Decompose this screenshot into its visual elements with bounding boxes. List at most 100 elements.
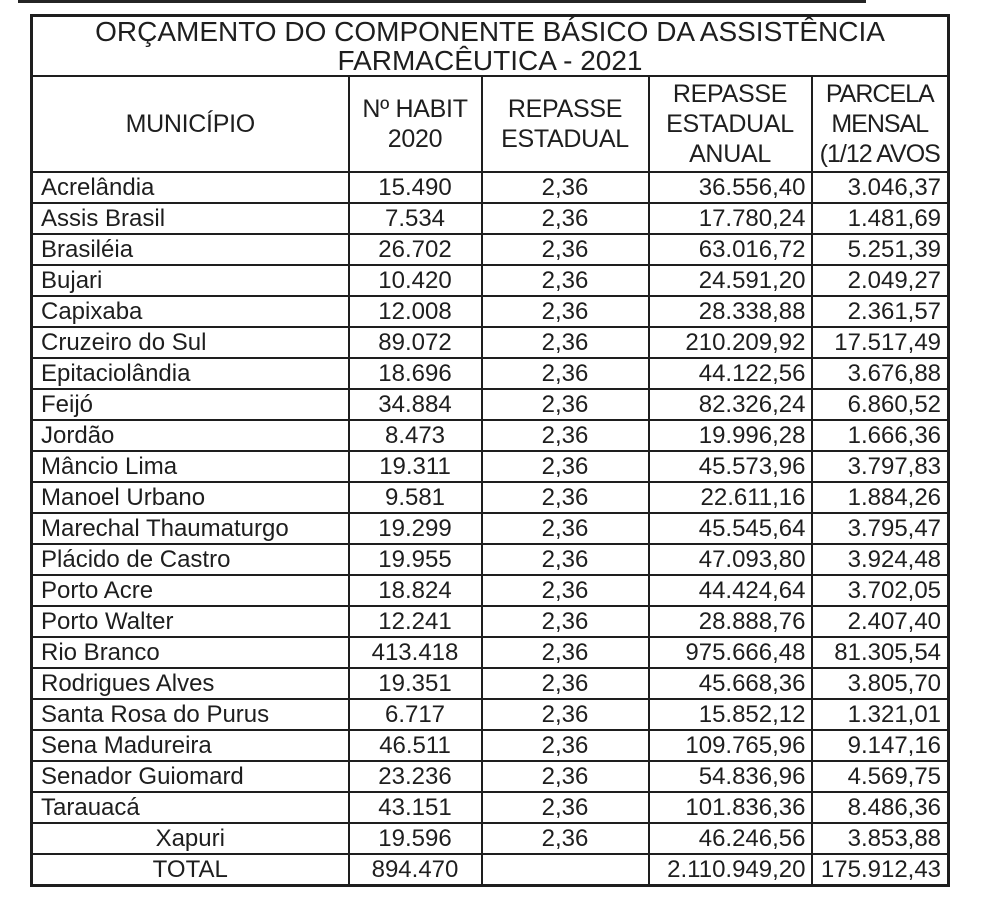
cell-municipio: Epitaciolândia bbox=[30, 357, 350, 390]
cell-parcela-mensal: 3.853,88 bbox=[810, 822, 950, 855]
cell-repasse-estadual: 2,36 bbox=[480, 791, 650, 824]
column-header-label: ANUAL bbox=[689, 140, 771, 168]
cell-municipio: Cruzeiro do Sul bbox=[30, 326, 350, 359]
table-row: Cruzeiro do Sul 89.072 2,36 210.209,92 1… bbox=[30, 326, 950, 359]
cell-municipio: Sena Madureira bbox=[30, 729, 350, 762]
cell-repasse-anual: 2.110.949,20 bbox=[647, 853, 813, 886]
cell-repasse-anual: 45.668,36 bbox=[647, 667, 813, 700]
cell-parcela-mensal: 2.361,57 bbox=[810, 295, 950, 328]
cell-repasse-anual: 24.591,20 bbox=[647, 264, 813, 297]
cell-parcela-mensal: 3.676,88 bbox=[810, 357, 950, 390]
table-row: Marechal Thaumaturgo 19.299 2,36 45.545,… bbox=[30, 512, 950, 545]
cell-repasse-estadual: 2,36 bbox=[480, 202, 650, 235]
cell-repasse-anual: 45.545,64 bbox=[647, 512, 813, 545]
cell-habitantes: 23.236 bbox=[347, 760, 483, 793]
cell-municipio: Acrelândia bbox=[30, 171, 350, 204]
column-header-label: REPASSE bbox=[672, 80, 788, 108]
cell-repasse-estadual: 2,36 bbox=[480, 729, 650, 762]
cell-municipio: Tarauacá bbox=[30, 791, 350, 824]
cell-repasse-anual: 45.573,96 bbox=[647, 450, 813, 483]
cell-parcela-mensal: 3.046,37 bbox=[810, 171, 950, 204]
table-row: Assis Brasil 7.534 2,36 17.780,24 1.481,… bbox=[30, 202, 950, 235]
table-row: Manoel Urbano 9.581 2,36 22.611,16 1.884… bbox=[30, 481, 950, 514]
cell-repasse-estadual: 2,36 bbox=[480, 450, 650, 483]
cell-parcela-mensal: 3.702,05 bbox=[810, 574, 950, 607]
cell-repasse-estadual: 2,36 bbox=[480, 481, 650, 514]
cell-habitantes: 9.581 bbox=[347, 481, 483, 514]
cell-repasse-estadual: 2,36 bbox=[480, 233, 650, 266]
cell-municipio: Porto Walter bbox=[30, 605, 350, 638]
cell-repasse-estadual: 2,36 bbox=[480, 419, 650, 452]
cell-repasse-anual: 44.122,56 bbox=[647, 357, 813, 390]
cell-repasse-anual: 17.780,24 bbox=[647, 202, 813, 235]
cell-repasse-anual: 54.836,96 bbox=[647, 760, 813, 793]
cell-municipio: Rodrigues Alves bbox=[30, 667, 350, 700]
cell-habitantes: 19.311 bbox=[347, 450, 483, 483]
column-header-municipio: MUNICÍPIO bbox=[30, 75, 350, 173]
cell-repasse-anual: 36.556,40 bbox=[647, 171, 813, 204]
cell-repasse-anual: 101.836,36 bbox=[647, 791, 813, 824]
table-row: Porto Acre 18.824 2,36 44.424,64 3.702,0… bbox=[30, 574, 950, 607]
cell-parcela-mensal: 81.305,54 bbox=[810, 636, 950, 669]
cell-parcela-mensal: 175.912,43 bbox=[810, 853, 950, 886]
cell-repasse-anual: 44.424,64 bbox=[647, 574, 813, 607]
cell-habitantes: 18.824 bbox=[347, 574, 483, 607]
cell-habitantes: 413.418 bbox=[347, 636, 483, 669]
cell-parcela-mensal: 1.884,26 bbox=[810, 481, 950, 514]
cell-municipio: Santa Rosa do Purus bbox=[30, 698, 350, 731]
cell-parcela-mensal: 5.251,39 bbox=[810, 233, 950, 266]
column-header-label: MUNICÍPIO bbox=[125, 110, 256, 138]
cell-municipio: Jordão bbox=[30, 419, 350, 452]
cell-habitantes: 894.470 bbox=[347, 853, 483, 886]
table-row: Rio Branco 413.418 2,36 975.666,48 81.30… bbox=[30, 636, 950, 669]
cell-repasse-anual: 28.888,76 bbox=[647, 605, 813, 638]
column-header-label: Nº HABIT bbox=[362, 95, 468, 123]
cell-habitantes: 19.955 bbox=[347, 543, 483, 576]
cell-repasse-estadual: 2,36 bbox=[480, 543, 650, 576]
cell-repasse-anual: 47.093,80 bbox=[647, 543, 813, 576]
table-row: Tarauacá 43.151 2,36 101.836,36 8.486,36 bbox=[30, 791, 950, 824]
cell-repasse-estadual: 2,36 bbox=[480, 698, 650, 731]
cell-repasse-anual: 19.996,28 bbox=[647, 419, 813, 452]
cell-habitantes: 46.511 bbox=[347, 729, 483, 762]
cell-repasse-anual: 975.666,48 bbox=[647, 636, 813, 669]
cell-repasse-anual: 210.209,92 bbox=[647, 326, 813, 359]
table-row: Porto Walter 12.241 2,36 28.888,76 2.407… bbox=[30, 605, 950, 638]
cell-habitantes: 10.420 bbox=[347, 264, 483, 297]
cell-habitantes: 19.351 bbox=[347, 667, 483, 700]
cell-municipio: Capixaba bbox=[30, 295, 350, 328]
cell-municipio: Rio Branco bbox=[30, 636, 350, 669]
cell-habitantes: 7.534 bbox=[347, 202, 483, 235]
budget-table: ORÇAMENTO DO COMPONENTE BÁSICO DA ASSIST… bbox=[30, 14, 951, 887]
table-row: Santa Rosa do Purus 6.717 2,36 15.852,12… bbox=[30, 698, 950, 731]
cell-parcela-mensal: 2.407,40 bbox=[810, 605, 950, 638]
cell-habitantes: 89.072 bbox=[347, 326, 483, 359]
cell-parcela-mensal: 9.147,16 bbox=[810, 729, 950, 762]
cell-parcela-mensal: 3.924,48 bbox=[810, 543, 950, 576]
cell-repasse-estadual: 2,36 bbox=[480, 822, 650, 855]
column-header-label: ESTADUAL bbox=[666, 110, 794, 138]
cell-municipio: Xapuri bbox=[30, 822, 350, 855]
cell-repasse-anual: 28.338,88 bbox=[647, 295, 813, 328]
column-header-repasse-anual: REPASSE ESTADUAL ANUAL bbox=[647, 75, 813, 173]
column-header-label: (1/12 AVOS bbox=[819, 140, 941, 168]
cell-habitantes: 12.008 bbox=[347, 295, 483, 328]
cell-repasse-estadual: 2,36 bbox=[480, 512, 650, 545]
cell-municipio: Assis Brasil bbox=[30, 202, 350, 235]
cell-municipio: Brasiléia bbox=[30, 233, 350, 266]
column-header-parcela-mensal: PARCELA MENSAL (1/12 AVOS bbox=[810, 75, 950, 173]
table-row: Acrelândia 15.490 2,36 36.556,40 3.046,3… bbox=[30, 171, 950, 204]
cell-repasse-estadual: 2,36 bbox=[480, 264, 650, 297]
cell-habitantes: 26.702 bbox=[347, 233, 483, 266]
cell-repasse-estadual: 2,36 bbox=[480, 295, 650, 328]
cell-municipio: Porto Acre bbox=[30, 574, 350, 607]
cell-repasse-estadual: 2,36 bbox=[480, 171, 650, 204]
crop-artifact-line bbox=[18, 0, 866, 3]
table-body: Acrelândia 15.490 2,36 36.556,40 3.046,3… bbox=[30, 171, 950, 886]
table-row: Senador Guiomard 23.236 2,36 54.836,96 4… bbox=[30, 760, 950, 793]
cell-repasse-estadual bbox=[480, 853, 650, 886]
title-line-1: ORÇAMENTO DO COMPONENTE BÁSICO DA ASSIST… bbox=[95, 16, 885, 47]
cell-parcela-mensal: 3.795,47 bbox=[810, 512, 950, 545]
cell-repasse-anual: 22.611,16 bbox=[647, 481, 813, 514]
cell-habitantes: 43.151 bbox=[347, 791, 483, 824]
